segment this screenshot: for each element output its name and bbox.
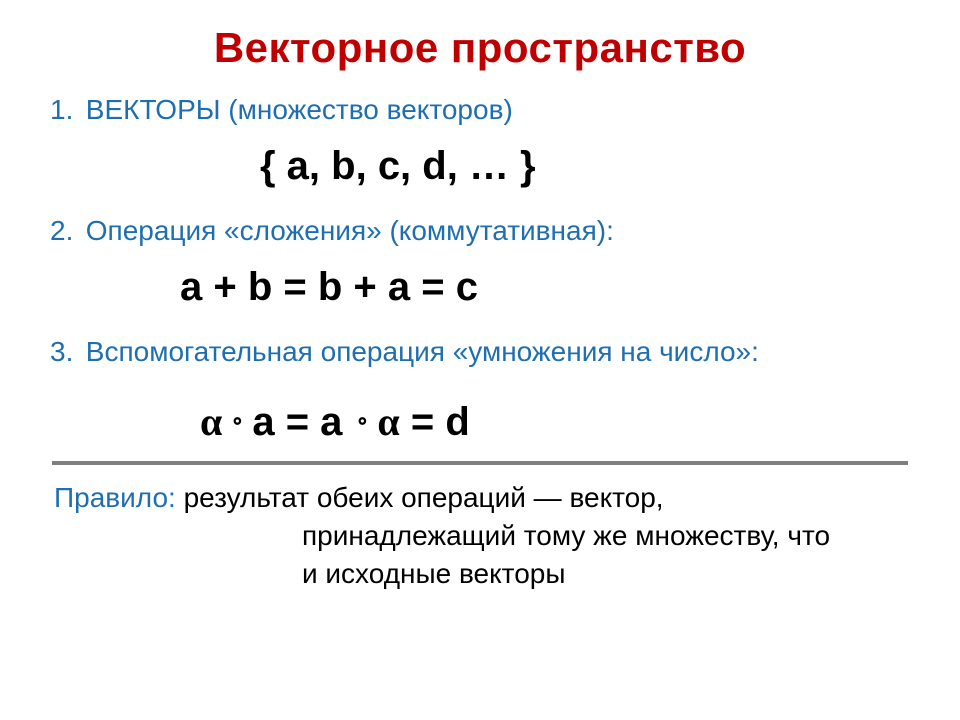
formula-mid-1: a = a — [252, 400, 353, 444]
item-3-text: Вспомогательная операция «умножения на ч… — [86, 336, 759, 367]
rule-block: Правило: результат обеих операций — вект… — [50, 479, 910, 592]
item-3-number: 3. — [50, 336, 78, 368]
slide: Векторное пространство 1. ВЕКТОРЫ (множе… — [0, 0, 960, 720]
rule-label: Правило: — [54, 482, 176, 513]
item-3-heading: 3. Вспомогательная операция «умножения н… — [50, 336, 910, 368]
rule-line-1: результат обеих операций — вектор, — [176, 482, 664, 513]
item-3-formula: α ∘ a = a ∘ α = d — [50, 398, 910, 445]
item-2-formula: a + b = b + a = c — [50, 265, 910, 310]
item-2-number: 2. — [50, 215, 78, 247]
dot-operator-1: ∘ — [222, 408, 252, 433]
item-1-number: 1. — [50, 94, 78, 126]
rule-line-3: и исходные векторы — [54, 555, 910, 593]
rule-line-2: принадлежащий тому же множеству, что — [54, 517, 910, 555]
item-2-heading: 2. Операция «сложения» (коммутативная): — [50, 215, 910, 247]
item-1-heading: 1. ВЕКТОРЫ (множество векторов) — [50, 94, 910, 126]
item-1-formula: { a, b, c, d, … } — [50, 144, 910, 189]
slide-title: Векторное пространство — [50, 24, 910, 72]
divider — [52, 461, 908, 465]
formula-mid-2: = d — [400, 400, 470, 444]
alpha-symbol-1: α — [200, 399, 222, 444]
alpha-symbol-2: α — [377, 399, 399, 444]
item-2-text: Операция «сложения» (коммутативная): — [86, 215, 614, 246]
item-1-text: ВЕКТОРЫ (множество векторов) — [86, 94, 513, 125]
dot-operator-2: ∘ — [354, 408, 378, 433]
